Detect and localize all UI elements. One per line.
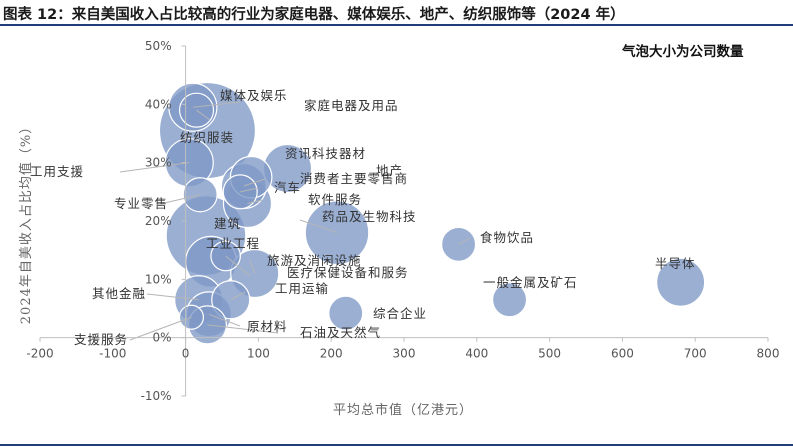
- x-tick-label: 200: [320, 347, 343, 361]
- point-label: 软件服务: [308, 192, 362, 207]
- leader-line: [299, 219, 338, 234]
- point-label: 半导体: [655, 256, 696, 271]
- figure-title: 图表 12：来自美国收入占比较高的行业为家庭电器、媒体娱乐、地产、纺织服饰等（2…: [3, 7, 625, 23]
- leader-lines-layer: [119, 101, 471, 341]
- axes-layer: -200 -100 0 100 200 300 400 500 600 700 800 -10% 0% 1…: [26, 39, 779, 403]
- leader-line: [249, 260, 256, 274]
- point-label: 工用运输: [275, 281, 329, 296]
- point-label: 汽车: [274, 180, 301, 195]
- bubble: [304, 200, 370, 266]
- x-tick-label: 800: [757, 347, 780, 361]
- point-label: 食物饮品: [480, 230, 534, 245]
- leader-line: [129, 316, 192, 341]
- leader-line: [192, 101, 241, 108]
- leader-line: [230, 291, 246, 301]
- bubble-size-note: 气泡大小为公司数量: [621, 43, 744, 60]
- x-tick-label: 700: [684, 347, 707, 361]
- bubble: [656, 257, 706, 307]
- leader-line: [247, 199, 263, 204]
- x-tick-label: 300: [393, 347, 416, 361]
- y-tick-label: 0%: [153, 331, 172, 345]
- point-label: 其他金融: [92, 286, 146, 301]
- x-tick-label: 0: [182, 347, 190, 361]
- point-label: 一般金属及矿石: [483, 275, 578, 290]
- point-label: 石油及天然气: [300, 325, 381, 340]
- point-label: 药品及生物科技: [322, 209, 417, 224]
- point-label: 媒体及娱乐: [220, 88, 288, 103]
- x-tick-label: 600: [611, 347, 634, 361]
- bubble: [491, 282, 528, 318]
- point-label: 专业零售: [114, 196, 168, 211]
- point-label: 工用支援: [30, 164, 84, 179]
- y-axis-label: 2024年自美收入占比均值（%）: [18, 120, 34, 324]
- x-tick-label: -200: [26, 347, 53, 361]
- leader-line: [196, 109, 211, 121]
- leader-line: [207, 324, 279, 334]
- point-label: 工业工程: [206, 236, 260, 251]
- bottom-rule: [0, 444, 793, 446]
- leader-line: [240, 187, 259, 193]
- x-tick-label: 500: [538, 347, 561, 361]
- point-label: 医疗保健设备和服务: [287, 265, 409, 280]
- title-bar: 图表 12：来自美国收入占比较高的行业为家庭电器、媒体娱乐、地产、纺织服饰等（2…: [0, 0, 793, 26]
- leader-line: [243, 178, 266, 187]
- point-label: 资讯科技器材: [285, 146, 366, 161]
- leader-line: [225, 255, 251, 277]
- leader-line: [208, 313, 241, 327]
- leader-line: [458, 237, 471, 245]
- bubbles-layer: [158, 81, 706, 345]
- point-label: 建筑: [214, 216, 241, 231]
- y-tick-label: 50%: [145, 39, 172, 53]
- point-label: 支援服务: [74, 332, 128, 347]
- point-label: 纺织服装: [180, 130, 234, 145]
- y-tick-label: 30%: [145, 156, 172, 170]
- point-label: 旅游及消闲设施: [267, 253, 362, 268]
- point-label: 消费者主要零售商: [300, 171, 408, 186]
- x-axis-label: 平均总市值（亿港元）: [333, 402, 473, 418]
- y-tick-label: 10%: [145, 272, 172, 286]
- bubble: [328, 295, 364, 331]
- point-label: 家庭电器及用品: [304, 98, 399, 113]
- point-label: 地产: [376, 163, 403, 178]
- point-label: 综合企业: [373, 306, 427, 321]
- x-tick-label: 400: [465, 347, 488, 361]
- y-tick-label: 20%: [145, 214, 172, 228]
- leader-line: [119, 162, 190, 173]
- leader-line: [146, 293, 199, 301]
- y-tick-label: 40%: [145, 97, 172, 111]
- point-label: 原材料: [247, 319, 288, 334]
- x-tick-label: 100: [247, 347, 270, 361]
- x-tick-label: -100: [99, 347, 126, 361]
- y-tick-label: -10%: [141, 389, 172, 403]
- leader-line: [159, 194, 201, 205]
